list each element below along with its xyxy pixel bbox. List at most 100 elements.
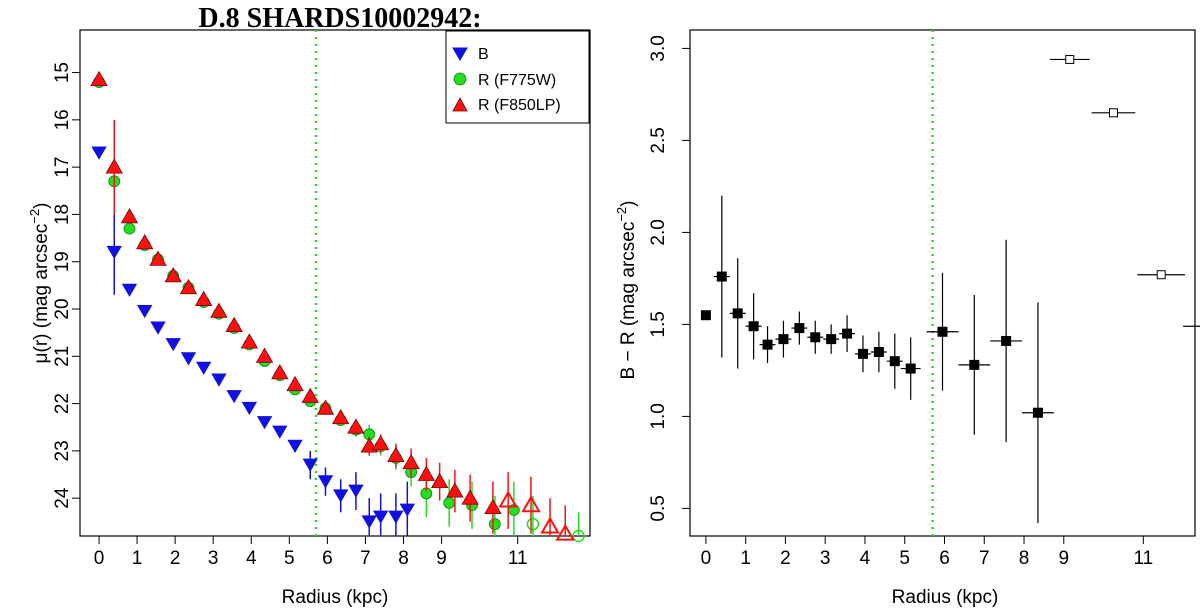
b-point [361,515,377,529]
r-f850lp-point [332,408,350,425]
right-y-axis-label-main: B − R (mag arcsec [618,222,639,380]
right-x-tick-label: 9 [1058,548,1069,569]
b-point [372,510,389,524]
r-f850lp-point [225,316,243,332]
legend-item-r-f775w: R (F775W) [478,72,556,89]
left-y-tick-label: 23 [52,440,73,461]
legend-item-b: B [478,46,489,63]
right-x-tick-label: 2 [780,548,791,569]
legend: B R (F775W) R (F850LP) [445,30,590,124]
left-data-marks [90,70,585,543]
b-point [388,510,404,524]
left-y-tick-label: 19 [52,251,73,272]
r-f850lp-point [555,523,575,541]
r-f775w-point [443,496,456,509]
left-y-tick-label: 17 [52,157,73,178]
right-y-axis-label-sup: −2 [614,207,629,222]
left-x-axis: 0 1 2 3 4 5 6 7 8 9 11 [94,536,528,569]
right-y-tick-label: 1.5 [648,311,669,337]
right-y-tick-label: 0.5 [648,495,669,521]
r-f850lp-point [430,472,449,489]
b-point [272,425,288,439]
b-point [348,484,364,498]
color-point [1001,335,1012,346]
left-y-axis: 15 16 17 18 19 20 21 22 23 24 [52,62,80,509]
r-f775w-point [572,529,585,543]
color-point-open [1156,270,1166,280]
color-point [778,334,789,345]
b-point [137,304,153,319]
left-x-tick-label: 9 [436,548,447,569]
right-x-tick-label: 5 [899,548,910,569]
r-f850lp-point [316,399,335,415]
left-x-tick-label: 4 [246,548,257,569]
left-x-tick-label: 11 [508,548,528,569]
chart-title: D.8 SHARDS10002942: [198,3,481,34]
b-point [226,390,242,404]
right-x-tick-label: 0 [701,548,712,569]
right-y-axis-label: B − R (mag arcsec−2) [614,200,639,379]
r-f850lp-point [210,302,228,318]
r-f850lp-point [286,375,304,392]
left-y-axis-label-sup: −2 [27,209,42,224]
left-x-tick-label: 7 [360,548,371,569]
right-x-tick-label: 4 [860,548,871,569]
color-point [748,321,759,332]
right-y-axis: 0.5 1.0 1.5 2.0 2.5 3.0 [648,35,690,522]
b-point [121,283,138,297]
r-f850lp-point [149,250,167,266]
right-x-tick-label: 7 [979,548,990,569]
color-point [873,347,884,357]
legend-item-r-f850lp: R (F850LP) [478,97,561,114]
b-point [211,373,227,387]
left-x-tick-label: 5 [284,548,295,569]
right-x-tick-label: 1 [740,548,751,569]
r-f850lp-point [255,347,274,363]
r-f850lp-point [484,498,502,515]
b-point [287,439,303,453]
r-f850lp-point [540,516,560,534]
left-y-axis-label-close: ) [31,203,52,209]
legend-r850-marker [452,97,468,112]
color-point [810,332,821,343]
b-point [165,338,181,352]
left-y-axis-label-main: μ(r) (mag arcsec [31,224,52,364]
r-f850lp-point [120,207,139,224]
r-f850lp-point [90,70,108,87]
right-y-tick-label: 2.0 [648,219,669,245]
color-point [889,356,900,367]
b-point [241,401,258,416]
r-f850lp-point [402,453,420,470]
r-f850lp-point [136,233,154,250]
color-point-open [1065,54,1075,64]
left-y-tick-label: 15 [52,62,73,83]
right-x-tick-label: 6 [939,548,950,569]
b-point [317,475,334,489]
r-f850lp-point [164,267,182,283]
r-f850lp-point [301,387,319,403]
b-point [106,245,122,260]
color-point [732,308,743,319]
right-data-marks [700,54,1200,524]
r-f850lp-point [417,465,436,481]
r-f850lp-point [179,278,198,295]
left-y-tick-label: 24 [52,487,73,509]
legend-box [445,30,590,124]
right-y-tick-label: 2.5 [648,127,669,153]
right-y-tick-label: 3.0 [648,35,669,61]
color-point [905,363,916,374]
left-x-axis-label: Radius (kpc) [282,587,389,608]
color-point [762,339,773,350]
left-x-tick-label: 0 [94,548,105,569]
b-point [399,503,416,517]
left-y-axis-label: μ(r) (mag arcsec−2) [27,203,52,364]
r-f850lp-point [195,290,213,306]
color-point [937,326,948,337]
r-f850lp-point [240,333,259,349]
b-point [195,361,212,375]
color-point-open [1108,108,1118,118]
left-y-tick-label: 18 [52,204,73,225]
right-x-tick-label: 11 [1133,548,1153,569]
right-y-axis-label-close: ) [618,200,639,206]
